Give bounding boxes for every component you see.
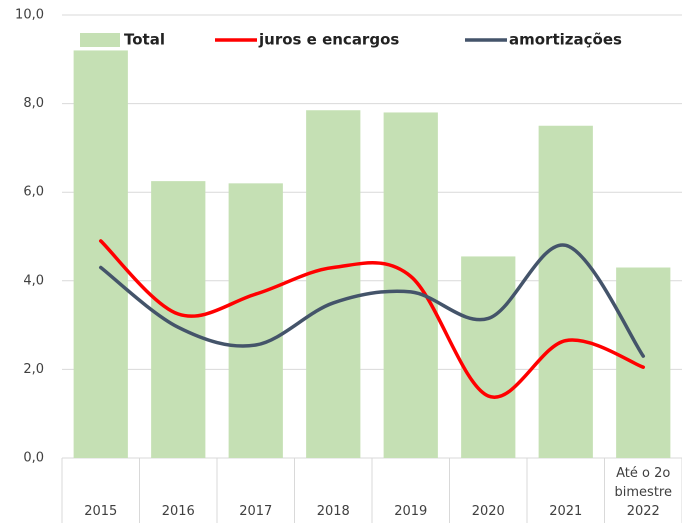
x-tick-text: 2017 — [239, 504, 273, 519]
legend-label: juros e encargos — [258, 31, 399, 49]
y-tick-label: 2,0 — [23, 362, 44, 377]
y-tick-label: 10,0 — [15, 8, 44, 23]
x-tick-text: 2021 — [549, 504, 583, 519]
bar — [73, 50, 128, 458]
x-tick-label: 2016 — [145, 460, 213, 521]
line — [99, 243, 645, 358]
x-tick-label: 2021 — [532, 460, 600, 521]
x-tick-label: 2018 — [300, 460, 368, 521]
line — [99, 239, 645, 399]
legend-swatch — [80, 33, 120, 47]
y-tick-label: 6,0 — [23, 185, 44, 200]
x-tick-label: 2015 — [67, 460, 135, 521]
x-tick-text: 2015 — [84, 504, 118, 519]
x-tick-label: Até o 2o bimestre 2022 — [610, 460, 678, 521]
bar — [538, 125, 593, 458]
x-tick-label: 2020 — [455, 460, 523, 521]
x-tick-text: 2016 — [161, 504, 195, 519]
bar — [461, 256, 516, 458]
x-tick-label: 2019 — [377, 460, 445, 521]
legend-label: amortizações — [509, 31, 622, 49]
x-tick-label: 2017 — [222, 460, 290, 521]
x-tick-text: 2019 — [394, 504, 428, 519]
bar — [383, 112, 438, 459]
legend-label: Total — [124, 31, 165, 49]
y-tick-label: 4,0 — [23, 273, 44, 288]
x-tick-text: 2020 — [471, 504, 505, 519]
bar — [306, 110, 361, 459]
bar — [151, 181, 206, 458]
y-tick-label: 0,0 — [23, 451, 44, 466]
x-tick-text: Até o 2o bimestre 2022 — [614, 466, 672, 519]
bar — [616, 267, 671, 458]
x-tick-text: 2018 — [316, 504, 350, 519]
bar — [228, 183, 283, 458]
y-tick-label: 8,0 — [23, 96, 44, 111]
